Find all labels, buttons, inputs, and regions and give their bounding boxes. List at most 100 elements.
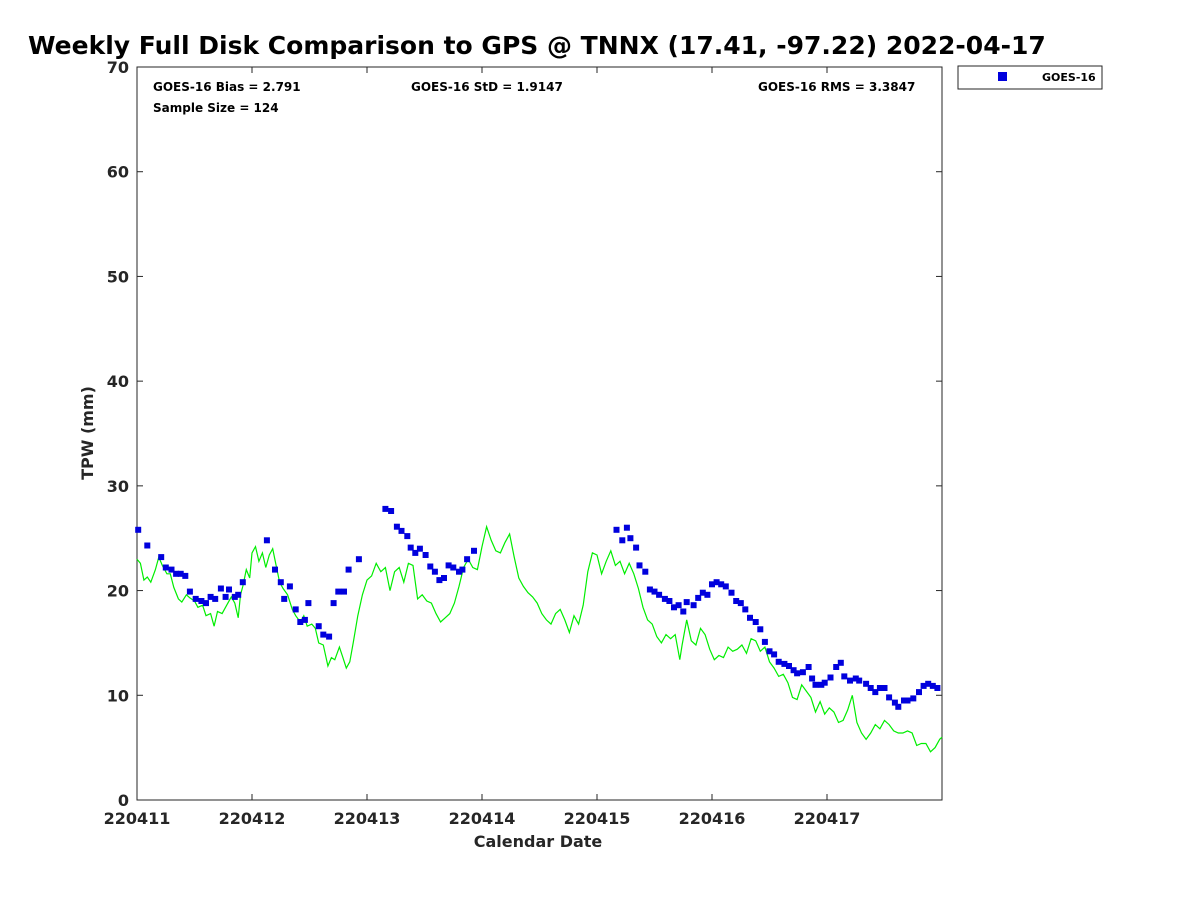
goes16-data-point <box>305 600 312 607</box>
goes16-data-point <box>158 554 165 561</box>
goes16-data-point <box>934 685 941 691</box>
goes16-data-point <box>747 614 753 621</box>
plot-area <box>136 66 943 801</box>
goes16-data-point <box>320 631 327 638</box>
goes16-data-point <box>471 547 477 554</box>
goes16-data-point <box>771 651 778 658</box>
goes16-data-point <box>863 680 870 687</box>
x-tick-label: 220414 <box>449 809 516 828</box>
goes16-data-point <box>847 677 853 684</box>
x-tick-label: 220413 <box>334 809 401 828</box>
goes16-data-point <box>722 583 729 590</box>
x-tick-label: 220415 <box>564 809 631 828</box>
goes16-data-point <box>757 626 764 633</box>
goes16-data-point <box>192 595 199 602</box>
goes16-data-point <box>781 660 788 667</box>
goes16-data-point <box>173 570 180 577</box>
goes16-data-point <box>217 585 224 592</box>
goes16-data-point <box>805 664 812 670</box>
goes16-data-point <box>891 699 898 706</box>
y-tick-label: 10 <box>107 686 129 705</box>
goes16-data-point <box>222 593 229 600</box>
goes16-data-point <box>856 677 863 684</box>
goes16-data-point <box>407 544 414 551</box>
goes16-data-point <box>416 545 423 552</box>
x-axis: 220411 220412 220413 220414 220415 220416 2204… <box>104 67 861 828</box>
goes16-data-point <box>699 589 706 596</box>
goes16-data-point <box>212 595 219 602</box>
x-tick-label: 220416 <box>679 809 746 828</box>
goes16-data-point <box>301 616 308 623</box>
goes16-data-point <box>656 591 663 598</box>
goes16-data-point <box>852 675 859 682</box>
goes16-data-point <box>412 549 419 556</box>
goes16-data-point <box>623 524 630 531</box>
bias-stat: GOES-16 Bias = 2.791 <box>153 80 301 94</box>
goes16-data-point <box>633 544 640 551</box>
y-tick-label: 0 <box>118 791 129 810</box>
x-axis-label: Calendar Date <box>474 832 603 851</box>
goes16-data-point <box>661 595 668 602</box>
goes16-data-point <box>713 579 720 586</box>
goes16-data-point <box>752 619 759 625</box>
goes16-data-point <box>737 600 744 607</box>
goes16-data-point <box>441 575 447 581</box>
y-axis: 0 10 20 30 40 50 60 70 <box>107 58 942 810</box>
goes16-data-point <box>231 593 238 600</box>
goes16-data-point <box>636 562 643 569</box>
goes16-data-point <box>330 600 337 607</box>
legend-box <box>957 65 1103 90</box>
goes16-scatter-series <box>135 505 941 710</box>
goes16-data-point <box>613 526 620 533</box>
goes16-data-point <box>281 595 288 602</box>
goes16-data-point <box>235 591 242 598</box>
legend-marker <box>998 72 1007 81</box>
goes16-data-point <box>929 682 936 689</box>
y-tick-label: 60 <box>107 163 129 182</box>
goes16-data-point <box>671 604 677 611</box>
sample-size-stat: Sample Size = 124 <box>153 101 279 115</box>
goes16-data-point <box>642 568 649 575</box>
goes16-data-point <box>459 566 466 573</box>
goes16-data-point <box>445 562 452 569</box>
goes16-data-point <box>841 673 848 680</box>
goes16-data-point <box>198 598 205 604</box>
goes16-data-point <box>886 694 893 701</box>
goes16-data-point <box>431 568 438 575</box>
goes16-data-point <box>627 535 634 542</box>
y-tick-label: 20 <box>107 582 129 601</box>
goes16-data-point <box>404 533 411 540</box>
goes16-data-point <box>666 598 673 604</box>
goes16-data-point <box>925 680 932 687</box>
x-tick-label: 220417 <box>794 809 861 828</box>
goes16-data-point <box>182 572 189 579</box>
goes16-data-point <box>388 508 395 514</box>
goes16-data-point <box>427 563 434 570</box>
goes16-data-point <box>790 667 797 674</box>
goes16-data-point <box>833 664 840 670</box>
goes16-data-point <box>398 527 405 534</box>
x-tick-label: 220411 <box>104 809 171 828</box>
goes16-data-point <box>277 579 284 586</box>
goes16-data-point <box>393 523 400 530</box>
goes16-data-point <box>876 685 883 691</box>
gps-series-line <box>136 524 943 753</box>
goes16-data-point <box>733 598 740 604</box>
goes16-data-point <box>272 566 278 573</box>
y-axis-label: TPW (mm) <box>78 386 97 480</box>
goes16-data-point <box>144 542 151 549</box>
goes16-data-point <box>683 599 690 606</box>
gps-line-series <box>136 524 943 753</box>
y-tick-label: 70 <box>107 58 129 77</box>
goes16-data-point <box>881 685 888 691</box>
y-tick-label: 40 <box>107 372 129 391</box>
goes16-data-point <box>203 600 209 607</box>
chart-title: Weekly Full Disk Comparison to GPS @ TNN… <box>28 31 1046 60</box>
goes16-data-point <box>728 589 735 596</box>
goes16-data-point <box>916 689 922 696</box>
rms-stat: GOES-16 RMS = 3.3847 <box>758 80 915 94</box>
goes16-data-point <box>794 670 801 677</box>
goes16-data-point <box>704 591 711 598</box>
goes16-data-point <box>436 577 443 584</box>
